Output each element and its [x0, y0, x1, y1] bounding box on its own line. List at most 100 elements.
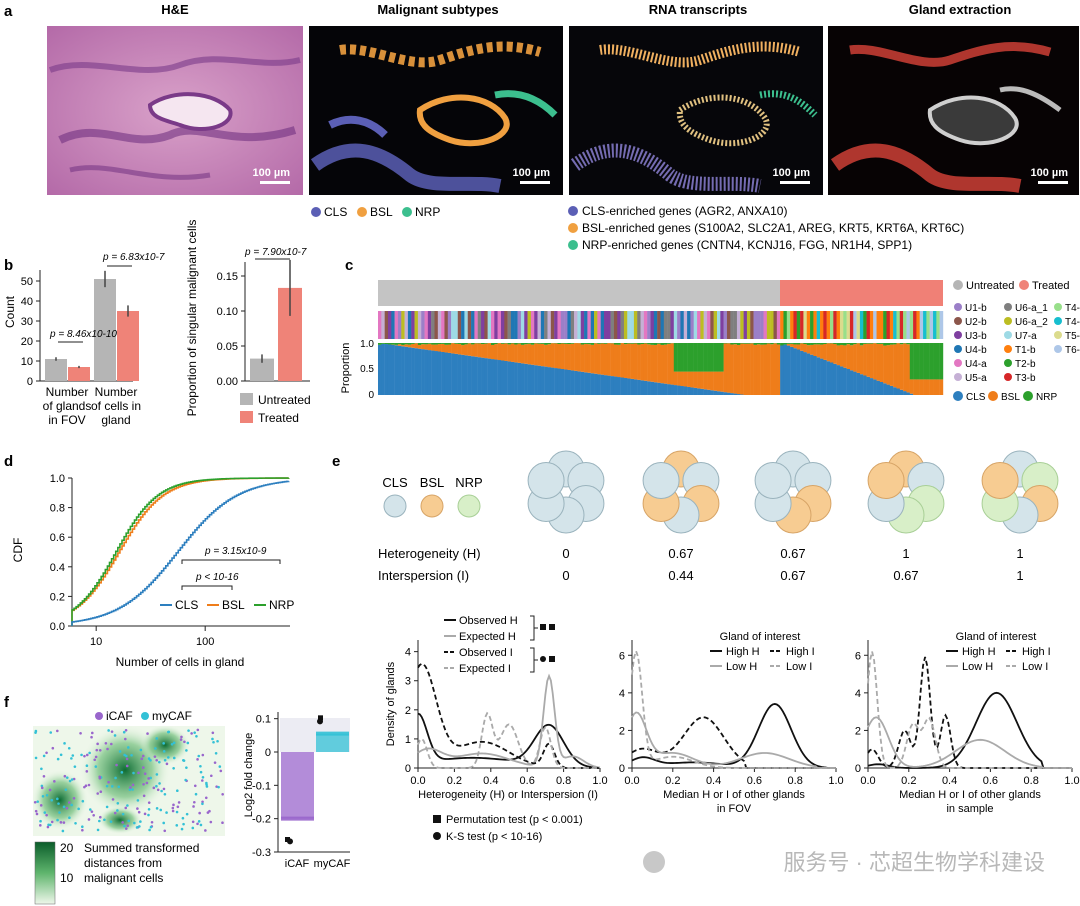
c-sample-cell [896, 311, 900, 339]
c-bsl-bar [740, 343, 744, 395]
subtype-legend: CLS BSL NRP [311, 205, 440, 219]
c-nrp-bar [604, 343, 608, 344]
f-cell-point [138, 825, 141, 828]
c-nrp-bar [391, 343, 395, 345]
b-left-bar [68, 367, 90, 381]
c-ytick-05: 0.5 [360, 364, 374, 375]
e3-xtick-label: 1.0 [1064, 775, 1079, 787]
f-cell-point [124, 728, 128, 732]
f-xlabel: iCAF [285, 858, 310, 870]
f-cell-point [113, 734, 117, 737]
c-ytick-0: 0 [368, 390, 374, 401]
f-cell-point [201, 802, 204, 806]
f-cell-point [72, 797, 76, 800]
c-nrp-bar [933, 343, 937, 380]
c-sample-cell [687, 311, 691, 339]
e1-expected-h [417, 673, 601, 769]
c-sample-cell [600, 311, 605, 339]
e2-low-i [631, 648, 836, 769]
e1-legend: Observed H Expected H Observed I Expecte… [444, 615, 555, 675]
f-cell-point [128, 788, 132, 791]
c-bsl-bar [567, 344, 571, 370]
c-bsl-bar [823, 343, 827, 360]
c-nrp-bar [849, 343, 854, 346]
c-cls-bar [630, 378, 635, 395]
c-bsl-bar [584, 343, 588, 373]
c-sample-cell [587, 311, 591, 339]
f-cell-point [201, 800, 204, 804]
c-sample-cell [427, 311, 432, 339]
c-cls-bar [497, 360, 502, 395]
f-cell-point [63, 742, 66, 745]
d-pvalue-2: p < 10-16 [195, 572, 239, 583]
c-sample-cell [437, 311, 442, 339]
e2-legend-high-i: High I [786, 646, 815, 658]
c-nrp-bar [650, 343, 655, 345]
c-bsl-bar [451, 343, 455, 354]
c-cls-bar [494, 359, 498, 395]
c-nrp-bar [923, 343, 927, 380]
c-bsl-bar [763, 344, 768, 395]
c-bsl-bar [481, 344, 485, 358]
e3-ytick-label: 0 [855, 763, 861, 775]
c-nrp-bar [806, 343, 811, 346]
c-cls-bar [839, 366, 844, 395]
c-nrp-bar [776, 343, 781, 345]
c-nrp-bar [736, 343, 741, 346]
f-cell-point [83, 785, 86, 789]
f-cell-point [194, 792, 198, 796]
f-cell-point [63, 774, 67, 778]
f-cell-point [45, 751, 48, 755]
c-bsl-bar [454, 343, 458, 354]
f-colorbar-label-2: distances from [84, 856, 162, 870]
scale-bar-line [1038, 181, 1068, 184]
c-bsl-bar [431, 344, 435, 351]
c-sample-cell [481, 311, 485, 339]
c-cls-bar [421, 349, 425, 395]
c-cls-bar [813, 356, 817, 395]
c-nrp-bar [444, 343, 448, 345]
c-nrp-bar [746, 343, 751, 344]
e1-dot-i [540, 656, 546, 662]
e-i-value-4: 0.67 [893, 568, 918, 583]
e1-ytick-label: 3 [405, 676, 411, 688]
c-nrp-bar [859, 343, 864, 346]
c-nrp-bar [740, 343, 744, 344]
e1-ytick-label: 2 [405, 705, 411, 717]
f-cell-point [195, 734, 198, 738]
c-bsl-bar [407, 344, 412, 348]
f-cell-point [61, 829, 65, 833]
f-cell-point [42, 754, 46, 758]
c-sample-cell [823, 311, 827, 339]
c-bsl-bar [743, 343, 748, 395]
c-bsl-bar [896, 343, 900, 389]
c-bsl-bar [653, 344, 658, 383]
c-sample-cell [746, 311, 751, 339]
c-cls-bar [640, 380, 645, 395]
c-bsl-bar [790, 343, 794, 347]
f-cell-point [167, 730, 171, 734]
e1-xtick-label: 0.0 [410, 775, 425, 787]
f-cell-point [68, 779, 72, 783]
c-bsl-bar [909, 379, 914, 394]
d-cdf-cls [71, 480, 290, 626]
c-sample-cell [524, 311, 528, 339]
c-sample-cell [849, 311, 854, 339]
f-cell-point [35, 812, 39, 816]
c-sample-cell [640, 311, 645, 339]
c-sample-cell [859, 311, 864, 339]
c-cls-bar [444, 352, 448, 395]
c-nrp-bar [889, 343, 894, 345]
f-bar-mycaf [316, 733, 349, 752]
f-cell-point [141, 754, 145, 758]
c-cls-bar [896, 388, 900, 395]
c-bsl-bar [760, 344, 764, 395]
f-cell-point [111, 798, 115, 801]
c-nrp-bar [707, 343, 711, 372]
c-bsl-bar [717, 371, 721, 392]
c-bsl-bar [527, 343, 532, 365]
e2-legend-low-h: Low H [726, 661, 757, 673]
e2-xtick-label: 1.0 [828, 775, 843, 787]
c-nrp-bar [457, 343, 462, 344]
f-cell-point [143, 772, 147, 776]
